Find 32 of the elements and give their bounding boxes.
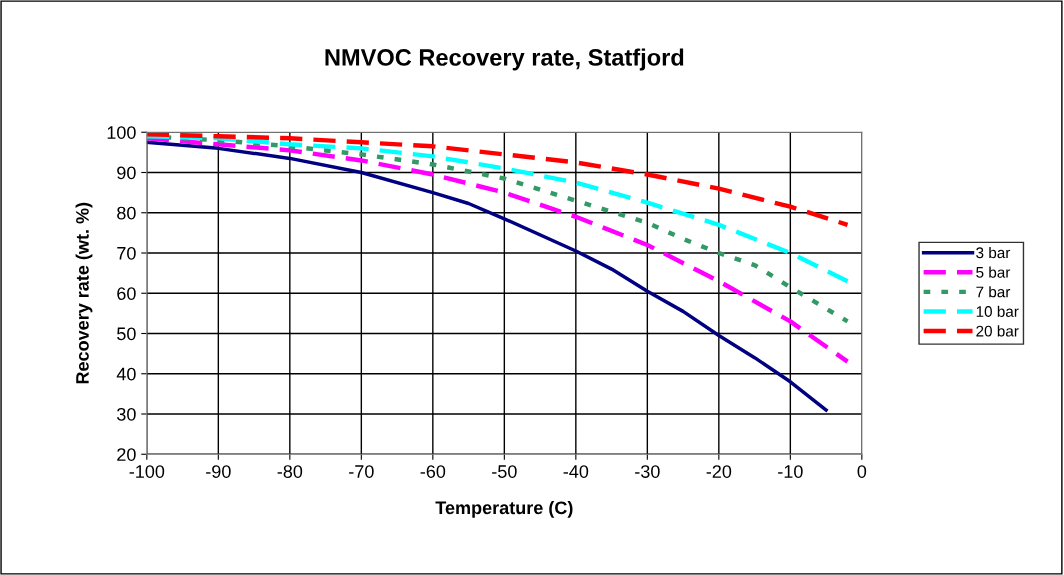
x-tick-label: -60 (420, 465, 446, 478)
x-axis-title: Temperature (C) (435, 500, 573, 518)
line-series (146, 136, 850, 364)
x-tick-label: -40 (563, 465, 589, 478)
legend-label: 5 bar (976, 266, 1011, 278)
x-tick-label: -70 (349, 465, 374, 478)
y-tick-label: 40 (116, 367, 136, 381)
y-tick-label: 20 (117, 448, 136, 461)
x-tick-label: -30 (635, 465, 660, 478)
y-tick-label: 70 (117, 246, 136, 260)
x-tick-label: -100 (129, 465, 165, 478)
x-tick-label: -10 (778, 465, 803, 478)
y-tick-label: 80 (117, 206, 136, 220)
x-tick-label: -80 (277, 465, 303, 478)
legend-label: 10 bar (976, 305, 1019, 317)
x-tick-label: -50 (492, 465, 517, 478)
legend-label: 20 bar (976, 325, 1019, 337)
y-axis-title: Recovery rate (wt. %) (75, 202, 93, 384)
y-tick-label: 50 (117, 327, 136, 341)
x-tick-label: -20 (706, 465, 732, 478)
y-tick-label: 100 (107, 126, 136, 139)
line-series (146, 132, 850, 228)
y-tick-label: 60 (117, 287, 136, 300)
line-series (146, 134, 850, 284)
x-tick-label: -90 (206, 465, 231, 478)
legend-label: 3 bar (976, 246, 1011, 259)
x-tick-label: 0 (857, 465, 867, 478)
y-tick-label: 90 (117, 166, 136, 180)
line-series (146, 140, 828, 412)
y-tick-label: 30 (117, 407, 136, 421)
legend-label: 7 bar (976, 286, 1011, 298)
chart-title: NMVOC Recovery rate, Statfjord (325, 48, 684, 71)
